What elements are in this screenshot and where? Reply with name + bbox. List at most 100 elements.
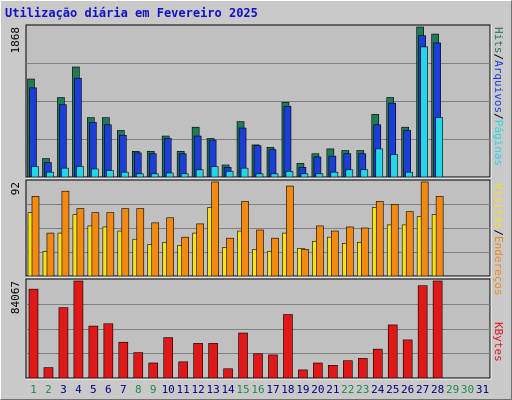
pages-bar [240, 167, 249, 178]
sites-bar [301, 249, 309, 277]
kbytes-bar [402, 339, 413, 379]
y-max-label: 1868 [9, 27, 22, 54]
chart-title: Utilização diária em Fevereiro 2025 [5, 6, 258, 20]
files-bar [74, 77, 82, 178]
x-tick-label: 11 [177, 383, 190, 396]
x-tick-label: 19 [296, 383, 309, 396]
kbytes-bar [118, 341, 129, 379]
legend-entry: Endereços [492, 236, 505, 296]
kbytes-bar [193, 343, 203, 379]
sites-bar [405, 211, 414, 277]
legend-entry: Páginas [492, 120, 505, 166]
kbytes-bar [298, 369, 308, 379]
pages-bar [375, 148, 384, 178]
legend-top: Hits/Arquivos/Páginas [492, 27, 505, 166]
sites-bar [331, 230, 339, 277]
pages-bar [330, 171, 339, 178]
files-bar [59, 104, 67, 178]
x-tick-label: 18 [281, 383, 294, 396]
pages-bar [225, 171, 234, 178]
kbytes-bar [343, 360, 353, 379]
kbytes-bar [43, 367, 54, 379]
kbytes-bar [328, 365, 338, 379]
x-tick-label: 13 [206, 383, 219, 396]
x-tick-label: 6 [105, 383, 112, 396]
kbytes-bar [223, 368, 233, 379]
x-tick-label: 28 [431, 383, 444, 396]
x-tick-label: 12 [192, 383, 205, 396]
pages-bar [180, 173, 189, 178]
x-tick-label: 20 [311, 383, 324, 396]
y-max-label: 92 [9, 182, 22, 195]
pages-bar [76, 166, 84, 178]
files-bar [133, 152, 142, 178]
kbytes-bar [178, 361, 188, 379]
pages-bar [435, 117, 443, 178]
x-tick-label: 15 [236, 383, 249, 396]
x-tick-label: 26 [401, 383, 414, 396]
kbytes-bar [253, 353, 263, 379]
legend-bottom: KBytes [492, 322, 505, 362]
x-tick-label: 1 [30, 383, 37, 396]
kbytes-bar [148, 362, 159, 379]
pages-bar [165, 172, 174, 178]
kbytes-bar [417, 285, 428, 379]
pages-bar [61, 167, 69, 178]
sites-bar [61, 190, 70, 277]
legend-entry: Visitas [492, 183, 505, 229]
x-tick-label: 30 [461, 383, 474, 396]
x-tick-label: 5 [90, 383, 97, 396]
x-tick-label: 14 [221, 383, 235, 396]
pages-bar [300, 173, 309, 178]
sites-bar [136, 208, 145, 277]
x-tick-label: 4 [75, 383, 82, 396]
sites-bar [316, 225, 324, 277]
x-tick-label: 7 [120, 383, 127, 396]
x-tick-label: 10 [162, 383, 175, 396]
x-tick-label: 3 [60, 383, 67, 396]
kbytes-bar [387, 324, 398, 379]
x-tick-label: 21 [326, 383, 339, 396]
x-tick-label: 8 [135, 383, 142, 396]
pages-bar [31, 166, 39, 178]
sites-bar [256, 229, 264, 277]
sites-bar [196, 223, 204, 277]
sites-bar [106, 212, 115, 277]
files-bar [104, 124, 112, 178]
legend-middle: Visitas/Endereços [492, 183, 505, 296]
sites-bar [91, 212, 100, 277]
kbytes-bar [313, 362, 323, 379]
x-tick-label: 16 [251, 383, 264, 396]
sites-bar [31, 196, 40, 277]
y-max-label: 84067 [9, 281, 22, 314]
sites-bar [435, 196, 444, 277]
kbytes-bar [372, 348, 383, 379]
sites-bar [46, 232, 55, 277]
sites-bar [286, 185, 294, 277]
kbytes-bar [357, 358, 368, 379]
x-tick-label: 27 [416, 383, 429, 396]
sites-bar [390, 204, 399, 277]
files-bar [283, 106, 292, 178]
kbytes-bar [88, 325, 99, 379]
pages-bar [315, 173, 324, 178]
sites-bar [226, 237, 234, 277]
x-tick-label: 31 [476, 383, 489, 396]
sites-bar [241, 201, 249, 277]
files-bar [253, 145, 262, 178]
legend-entry: / [492, 54, 505, 61]
legend-entry: Hits [492, 27, 505, 54]
kbytes-bar [238, 332, 248, 379]
pages-bar [106, 170, 114, 178]
x-tick-label: 23 [356, 383, 369, 396]
pages-bar [270, 173, 279, 178]
files-bar [403, 130, 411, 178]
legend-entry: / [492, 113, 505, 120]
kbytes-bar [28, 288, 39, 379]
sites-bar [76, 208, 85, 277]
sites-bar [211, 181, 219, 277]
files-bar [29, 87, 37, 178]
files-bar [119, 134, 127, 178]
pages-bar [255, 173, 264, 178]
